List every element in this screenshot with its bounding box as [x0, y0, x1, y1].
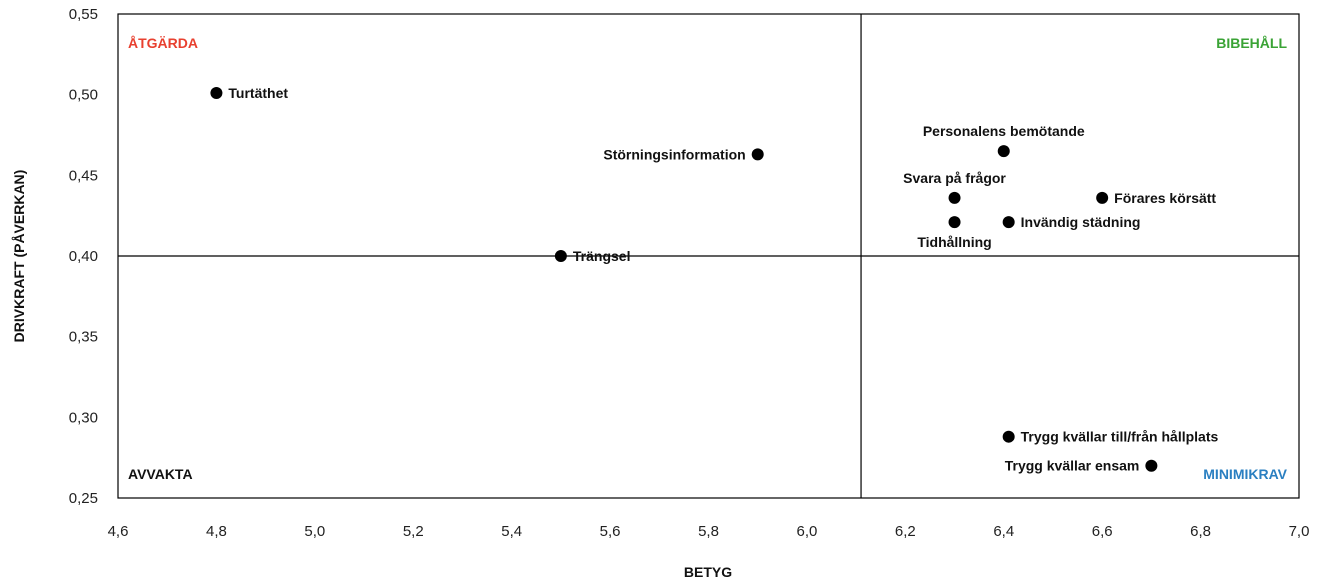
- data-point: [554, 250, 567, 262]
- data-point: [1002, 216, 1015, 229]
- x-tick-label: 6,8: [1190, 523, 1211, 540]
- data-point-label: Turtäthet: [228, 85, 288, 101]
- data-point-label: Trängsel: [573, 248, 631, 264]
- x-axis-ticks: 4,6 4,8 5,0 5,2 5,4 5,6 5,8 6,0 6,2 6,4 6,6 6,8 7,0: [108, 523, 1310, 540]
- y-tick-label: 0,40: [69, 248, 98, 265]
- x-tick-label: 7,0: [1289, 523, 1310, 540]
- data-point-label: Förares körsätt: [1114, 190, 1216, 206]
- y-tick-label: 0,30: [69, 409, 98, 426]
- data-point-label: Störningsinformation: [603, 146, 745, 162]
- quadrant-label-top-right: BIBEHÅLL: [1216, 35, 1287, 51]
- quadrant-label-bottom-left: AVVAKTA: [128, 466, 193, 482]
- data-point: [1002, 430, 1015, 443]
- data-point: [1096, 191, 1109, 204]
- y-axis-ticks: 0,25 0,30 0,35 0,40 0,45 0,50 0,55: [69, 6, 98, 507]
- data-point: [997, 145, 1010, 158]
- data-point-label: Trygg kvällar ensam: [1005, 458, 1140, 474]
- y-tick-label: 0,25: [69, 490, 98, 507]
- data-point: [1145, 459, 1158, 472]
- data-point: [210, 87, 223, 100]
- y-axis-title: DRIVKRAFT (PÅVERKAN): [11, 170, 27, 343]
- x-axis-title: BETYG: [684, 564, 732, 580]
- data-point-label: Svara på frågor: [903, 170, 1006, 186]
- x-tick-label: 6,0: [796, 523, 817, 540]
- data-point-label: Trygg kvällar till/från hållplats: [1021, 429, 1219, 445]
- y-tick-label: 0,50: [69, 87, 98, 104]
- quadrant-label-bottom-right: MINIMIKRAV: [1203, 466, 1287, 482]
- x-tick-label: 6,2: [895, 523, 916, 540]
- data-point: [948, 216, 961, 229]
- x-tick-label: 4,6: [108, 523, 129, 540]
- x-tick-label: 6,6: [1092, 523, 1113, 540]
- quadrant-labels: ÅTGÄRDA BIBEHÅLL AVVAKTA MINIMIKRAV: [128, 35, 1288, 482]
- x-tick-label: 5,0: [304, 523, 325, 540]
- y-tick-label: 0,35: [69, 329, 98, 346]
- y-tick-label: 0,45: [69, 167, 98, 184]
- x-tick-label: 5,4: [501, 523, 522, 540]
- data-point: [751, 148, 764, 161]
- data-points: Turtäthet Störningsinformation Trängsel Per…: [210, 85, 1219, 474]
- y-tick-label: 0,55: [69, 6, 98, 23]
- x-tick-label: 4,8: [206, 523, 227, 540]
- x-tick-label: 5,8: [698, 523, 719, 540]
- data-point-label: Tidhållning: [917, 234, 991, 250]
- x-tick-label: 5,6: [600, 523, 621, 540]
- x-tick-label: 6,4: [993, 523, 1014, 540]
- data-point: [948, 191, 961, 204]
- quadrant-label-top-left: ÅTGÄRDA: [128, 35, 198, 51]
- data-point-label: Personalens bemötande: [923, 123, 1085, 139]
- x-tick-label: 5,2: [403, 523, 424, 540]
- data-point-label: Invändig städning: [1021, 214, 1141, 230]
